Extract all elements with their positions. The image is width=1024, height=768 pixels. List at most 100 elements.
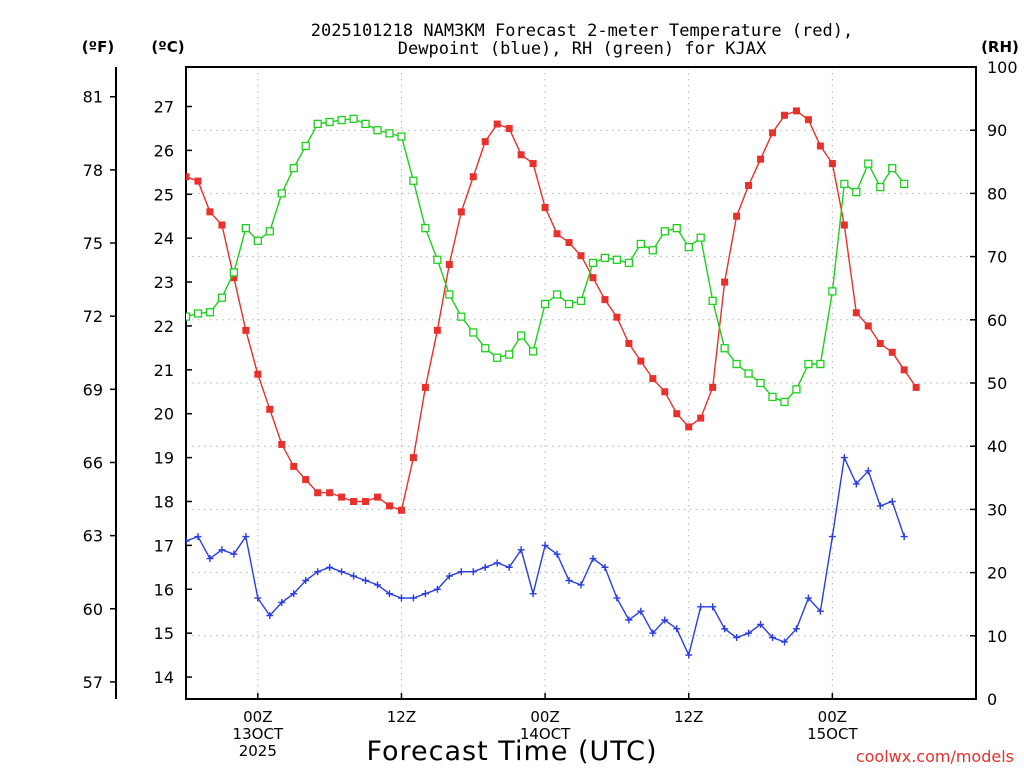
- temperature-point: [517, 151, 525, 159]
- watermark: coolwx.com/models: [856, 747, 1014, 766]
- dewpoint-point: [409, 594, 417, 602]
- rh-point: [301, 141, 310, 151]
- temperature-point: [278, 440, 286, 448]
- dewpoint-point: [194, 533, 202, 541]
- rh-point: [636, 239, 645, 249]
- rh-point: [708, 296, 717, 305]
- temperature-point: [409, 454, 417, 462]
- dewpoint-point: [852, 480, 860, 488]
- temperature-point: [661, 388, 669, 396]
- rh-tick-label: 30: [987, 500, 1007, 519]
- rh-point: [229, 268, 239, 277]
- dewpoint-point: [697, 603, 705, 611]
- dewpoint-point: [828, 533, 836, 541]
- rh-point: [193, 309, 203, 318]
- rh-point: [864, 159, 873, 168]
- rh-point: [816, 359, 825, 369]
- temperature-point: [697, 414, 705, 422]
- rh-tick-label: 70: [987, 248, 1007, 267]
- rh-point: [888, 163, 897, 173]
- temperature-point: [541, 203, 549, 211]
- temperature-point: [338, 493, 346, 501]
- temperature-point: [757, 155, 765, 163]
- rh-point: [397, 132, 406, 141]
- time-tick-label: 00Z: [530, 708, 559, 726]
- rh-point: [481, 344, 490, 353]
- rh-point: [325, 117, 334, 127]
- temperature-point: [804, 116, 812, 124]
- dewpoint-point: [230, 550, 238, 558]
- temperature-point: [206, 208, 214, 216]
- rh-point: [900, 179, 909, 189]
- chart-title-line2: Dewpoint (blue), RH (green) for KJAX: [398, 39, 767, 59]
- temperature-point: [230, 274, 238, 282]
- data-series: [186, 107, 920, 659]
- dewpoint-point: [876, 502, 884, 510]
- temperature-point: [601, 296, 609, 304]
- dewpoint-point: [457, 568, 465, 576]
- dewpoint-point: [517, 546, 525, 554]
- dewpoint-point: [362, 577, 370, 584]
- rh-tick-label: 60: [987, 311, 1007, 330]
- temperature-point: [745, 182, 753, 189]
- fahrenheit-tick-label: 69: [83, 380, 103, 399]
- temperature-point: [529, 160, 537, 168]
- temperature-point: [876, 340, 884, 347]
- time-tick-label: 2025: [239, 742, 277, 760]
- dewpoint-point: [637, 607, 645, 615]
- rh-point: [289, 163, 298, 173]
- rh-point: [588, 258, 598, 268]
- celsius-tick-label: 27: [154, 98, 174, 117]
- temperature-point: [553, 230, 561, 238]
- temperature-point: [828, 160, 836, 168]
- rh-point: [241, 224, 250, 233]
- rh-point: [600, 253, 610, 263]
- rh-point: [217, 293, 227, 302]
- series-rh: [186, 114, 909, 407]
- rh-point: [253, 236, 262, 245]
- rh-point: [696, 233, 705, 242]
- celsius-tick-label: 20: [154, 405, 174, 424]
- dewpoint-point: [206, 555, 214, 563]
- dewpoint-point: [290, 590, 298, 598]
- temperature-point: [186, 173, 190, 181]
- dewpoint-point: [541, 541, 549, 549]
- time-tick-label: 12Z: [387, 708, 416, 726]
- rh-point: [337, 115, 346, 125]
- celsius-tick-label: 21: [154, 361, 174, 380]
- dewpoint-point: [186, 537, 190, 545]
- dewpoint-point: [397, 594, 405, 602]
- fahrenheit-tick-label: 78: [83, 161, 103, 180]
- rh-point: [840, 179, 849, 189]
- x-axis-title: Forecast Time (UTC): [366, 736, 657, 767]
- fahrenheit-unit-label: (ºF): [82, 38, 114, 56]
- dewpoint-point: [769, 634, 777, 642]
- fahrenheit-tick-label: 72: [83, 307, 103, 326]
- dewpoint-point: [385, 590, 393, 598]
- rh-point: [828, 287, 837, 296]
- dewpoint-point: [350, 572, 358, 580]
- dewpoint-point: [421, 590, 429, 598]
- rh-point: [564, 299, 574, 309]
- temperature-point: [194, 177, 202, 185]
- grid-lines: [186, 67, 976, 699]
- time-tick-label: 00Z: [818, 708, 847, 726]
- temperature-point: [290, 462, 298, 470]
- dewpoint-point: [433, 585, 441, 593]
- fahrenheit-tick-label: 75: [83, 234, 103, 253]
- rh-point: [672, 224, 681, 233]
- temperature-point: [733, 212, 741, 220]
- axes: [110, 66, 977, 700]
- dewpoint-point: [757, 620, 765, 628]
- temperature-point: [769, 129, 777, 137]
- dewpoint-point: [565, 577, 573, 584]
- plot-frame: [185, 66, 977, 700]
- rh-point: [493, 353, 502, 362]
- rh-point: [313, 119, 322, 129]
- celsius-tick-label: 19: [154, 449, 174, 468]
- rh-point: [265, 227, 274, 236]
- celsius-tick-label: 22: [154, 317, 174, 336]
- dewpoint-point: [888, 498, 896, 505]
- dewpoint-point: [661, 616, 669, 624]
- rh-point: [576, 296, 586, 305]
